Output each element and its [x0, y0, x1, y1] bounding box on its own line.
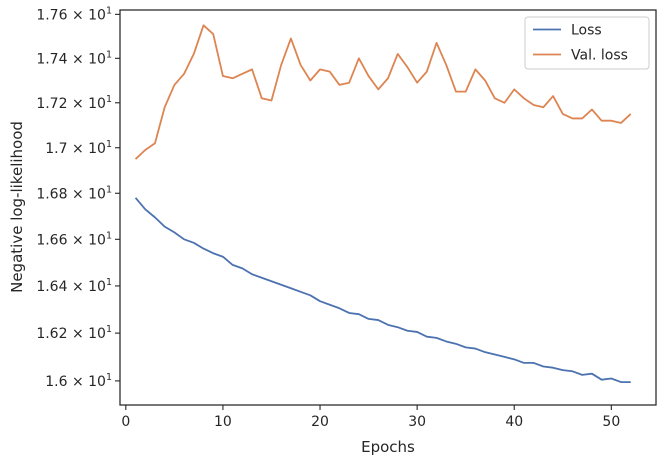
x-tick-label: 40 [505, 414, 523, 430]
x-tick-label: 10 [214, 414, 232, 430]
x-tick-label: 30 [408, 414, 426, 430]
series-lines [134, 24, 632, 383]
series-line-loss [134, 197, 631, 383]
y-tick-label: 1.64 × 101 [36, 277, 112, 295]
x-tick-label: 50 [602, 414, 620, 430]
x-tick-label: 20 [311, 414, 329, 430]
y-tick-label: 1.68 × 101 [36, 184, 112, 202]
y-tick-label: 1.62 × 101 [36, 324, 112, 342]
y-tick-label: 1.76 × 101 [36, 5, 112, 23]
legend-label-val-loss: Val. loss [571, 48, 628, 64]
y-tick-label: 1.7 × 101 [45, 139, 112, 157]
y-tick-label: 1.72 × 101 [36, 94, 112, 112]
legend: Loss Val. loss [524, 16, 650, 70]
series-line-val-loss [134, 24, 632, 160]
y-tick-label: 1.74 × 101 [36, 49, 112, 67]
legend-label-loss: Loss [571, 23, 602, 39]
x-tick-label: 0 [121, 414, 130, 430]
y-tick-label: 1.66 × 101 [36, 230, 112, 248]
x-axis-ticks: 0 10 20 30 40 50 [121, 405, 620, 430]
x-axis-label: Epochs [361, 438, 415, 456]
y-axis-label: Negative log-likelihood [8, 121, 26, 293]
y-axis-ticks: 1.6 × 101 1.62 × 101 1.64 × 101 1.66 × 101 1… [36, 5, 120, 390]
y-tick-label: 1.6 × 101 [45, 372, 112, 390]
